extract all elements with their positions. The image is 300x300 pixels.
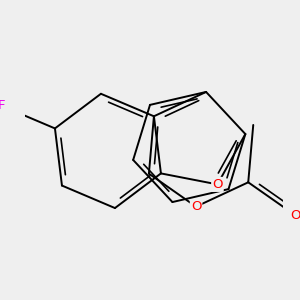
Text: O: O <box>290 209 300 222</box>
Text: O: O <box>212 178 223 191</box>
Text: O: O <box>191 200 201 213</box>
Text: F: F <box>0 99 6 112</box>
